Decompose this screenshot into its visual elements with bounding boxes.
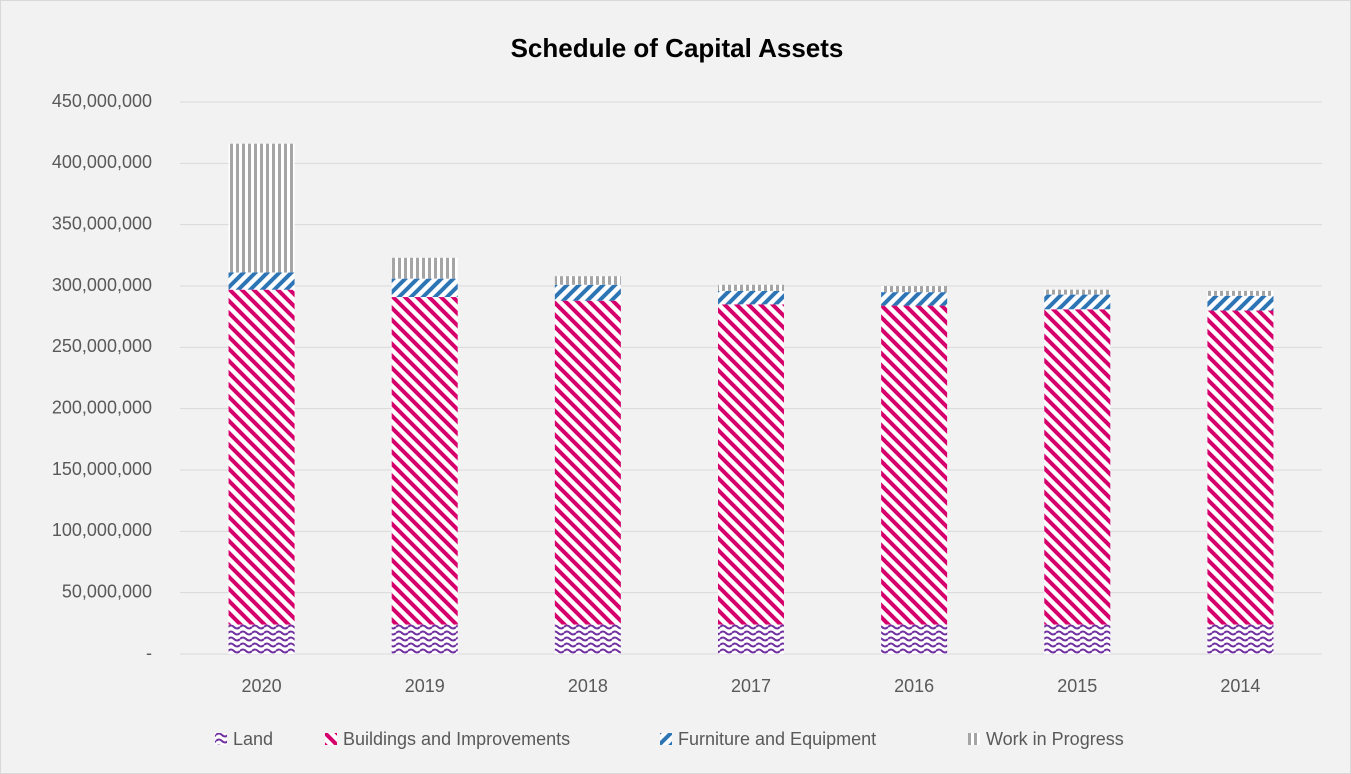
bar-segment bbox=[228, 624, 295, 654]
bar-segment bbox=[881, 624, 948, 654]
bar-segment bbox=[881, 286, 948, 293]
y-tick-label: 350,000,000 bbox=[52, 213, 152, 233]
bar-segment bbox=[554, 624, 621, 654]
bar-segment bbox=[1044, 294, 1111, 310]
y-tick-label: - bbox=[146, 643, 152, 663]
bar-segment bbox=[718, 284, 784, 291]
bar-segment bbox=[228, 272, 295, 290]
x-tick-label: 2015 bbox=[1057, 676, 1097, 696]
x-tick-label: 2019 bbox=[405, 676, 445, 696]
bar-segment bbox=[718, 304, 784, 625]
bar-segment bbox=[391, 624, 458, 654]
x-tick-label: 2020 bbox=[242, 676, 282, 696]
bar-segment bbox=[718, 624, 784, 654]
y-tick-label: 150,000,000 bbox=[52, 459, 152, 479]
bar-segment bbox=[1044, 289, 1111, 295]
bar-segment bbox=[718, 290, 784, 305]
bar-segment bbox=[554, 300, 621, 625]
x-tick-label: 2014 bbox=[1220, 676, 1260, 696]
legend-label: Land bbox=[233, 729, 273, 749]
chart-title: Schedule of Capital Assets bbox=[511, 33, 844, 63]
legend-swatch bbox=[968, 733, 980, 745]
y-tick-label: 200,000,000 bbox=[52, 397, 152, 417]
bar-segment bbox=[228, 143, 295, 273]
legend-swatch bbox=[325, 733, 337, 745]
bar-segment bbox=[881, 292, 948, 306]
bar-segment bbox=[391, 297, 458, 625]
bar-segment bbox=[554, 284, 621, 301]
bar-segment bbox=[1207, 295, 1274, 311]
y-tick-label: 450,000,000 bbox=[52, 91, 152, 111]
bar-segment bbox=[228, 289, 295, 625]
x-tick-label: 2017 bbox=[731, 676, 771, 696]
y-tick-label: 100,000,000 bbox=[52, 520, 152, 540]
bar-segment bbox=[1044, 309, 1111, 625]
legend-swatch bbox=[215, 733, 227, 745]
bar-segment bbox=[391, 278, 458, 298]
y-tick-label: 50,000,000 bbox=[62, 581, 152, 601]
bar-segment bbox=[391, 257, 458, 279]
bar-segment bbox=[1207, 310, 1274, 625]
legend-label: Work in Progress bbox=[986, 729, 1124, 749]
bar-segment bbox=[1207, 290, 1274, 296]
y-tick-label: 250,000,000 bbox=[52, 336, 152, 356]
legend-label: Buildings and Improvements bbox=[343, 729, 570, 749]
y-tick-label: 400,000,000 bbox=[52, 152, 152, 172]
legend-swatch bbox=[660, 733, 672, 745]
bar-segment bbox=[881, 305, 948, 625]
bar-segment bbox=[1207, 624, 1274, 654]
bar-segment bbox=[1044, 624, 1111, 654]
x-tick-label: 2016 bbox=[894, 676, 934, 696]
y-tick-label: 300,000,000 bbox=[52, 275, 152, 295]
legend-label: Furniture and Equipment bbox=[678, 729, 876, 749]
x-tick-label: 2018 bbox=[568, 676, 608, 696]
bar-segment bbox=[554, 276, 621, 285]
